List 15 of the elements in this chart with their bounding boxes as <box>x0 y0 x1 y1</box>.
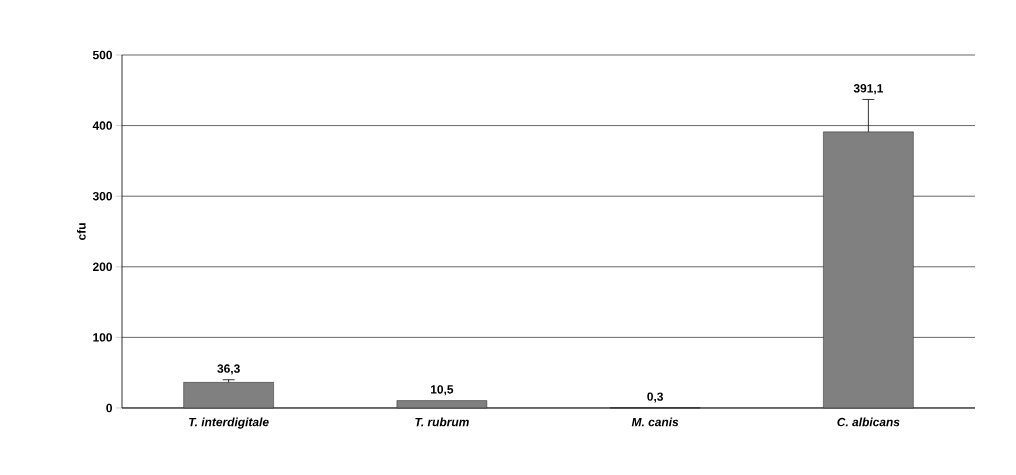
y-tick-label: 200 <box>92 262 112 272</box>
x-tick-label: T. interdigitale <box>189 417 269 429</box>
y-tick-label: 500 <box>92 50 112 60</box>
data-label: 391,1 <box>853 84 883 95</box>
y-tick-label: 0 <box>106 403 112 413</box>
data-label: 36,3 <box>217 364 240 375</box>
x-tick-label: C. albicans <box>837 417 900 427</box>
data-label: 0,3 <box>647 392 664 403</box>
y-tick-label: 300 <box>92 191 112 201</box>
data-label: 10,5 <box>431 385 454 396</box>
x-tick-label: T. rubrum <box>415 417 469 427</box>
y-tick-label: 400 <box>92 121 112 130</box>
y-tick-label: 100 <box>93 333 112 342</box>
x-tick-label: M. canis <box>631 417 679 427</box>
y-axis-title: cfu <box>76 223 86 240</box>
